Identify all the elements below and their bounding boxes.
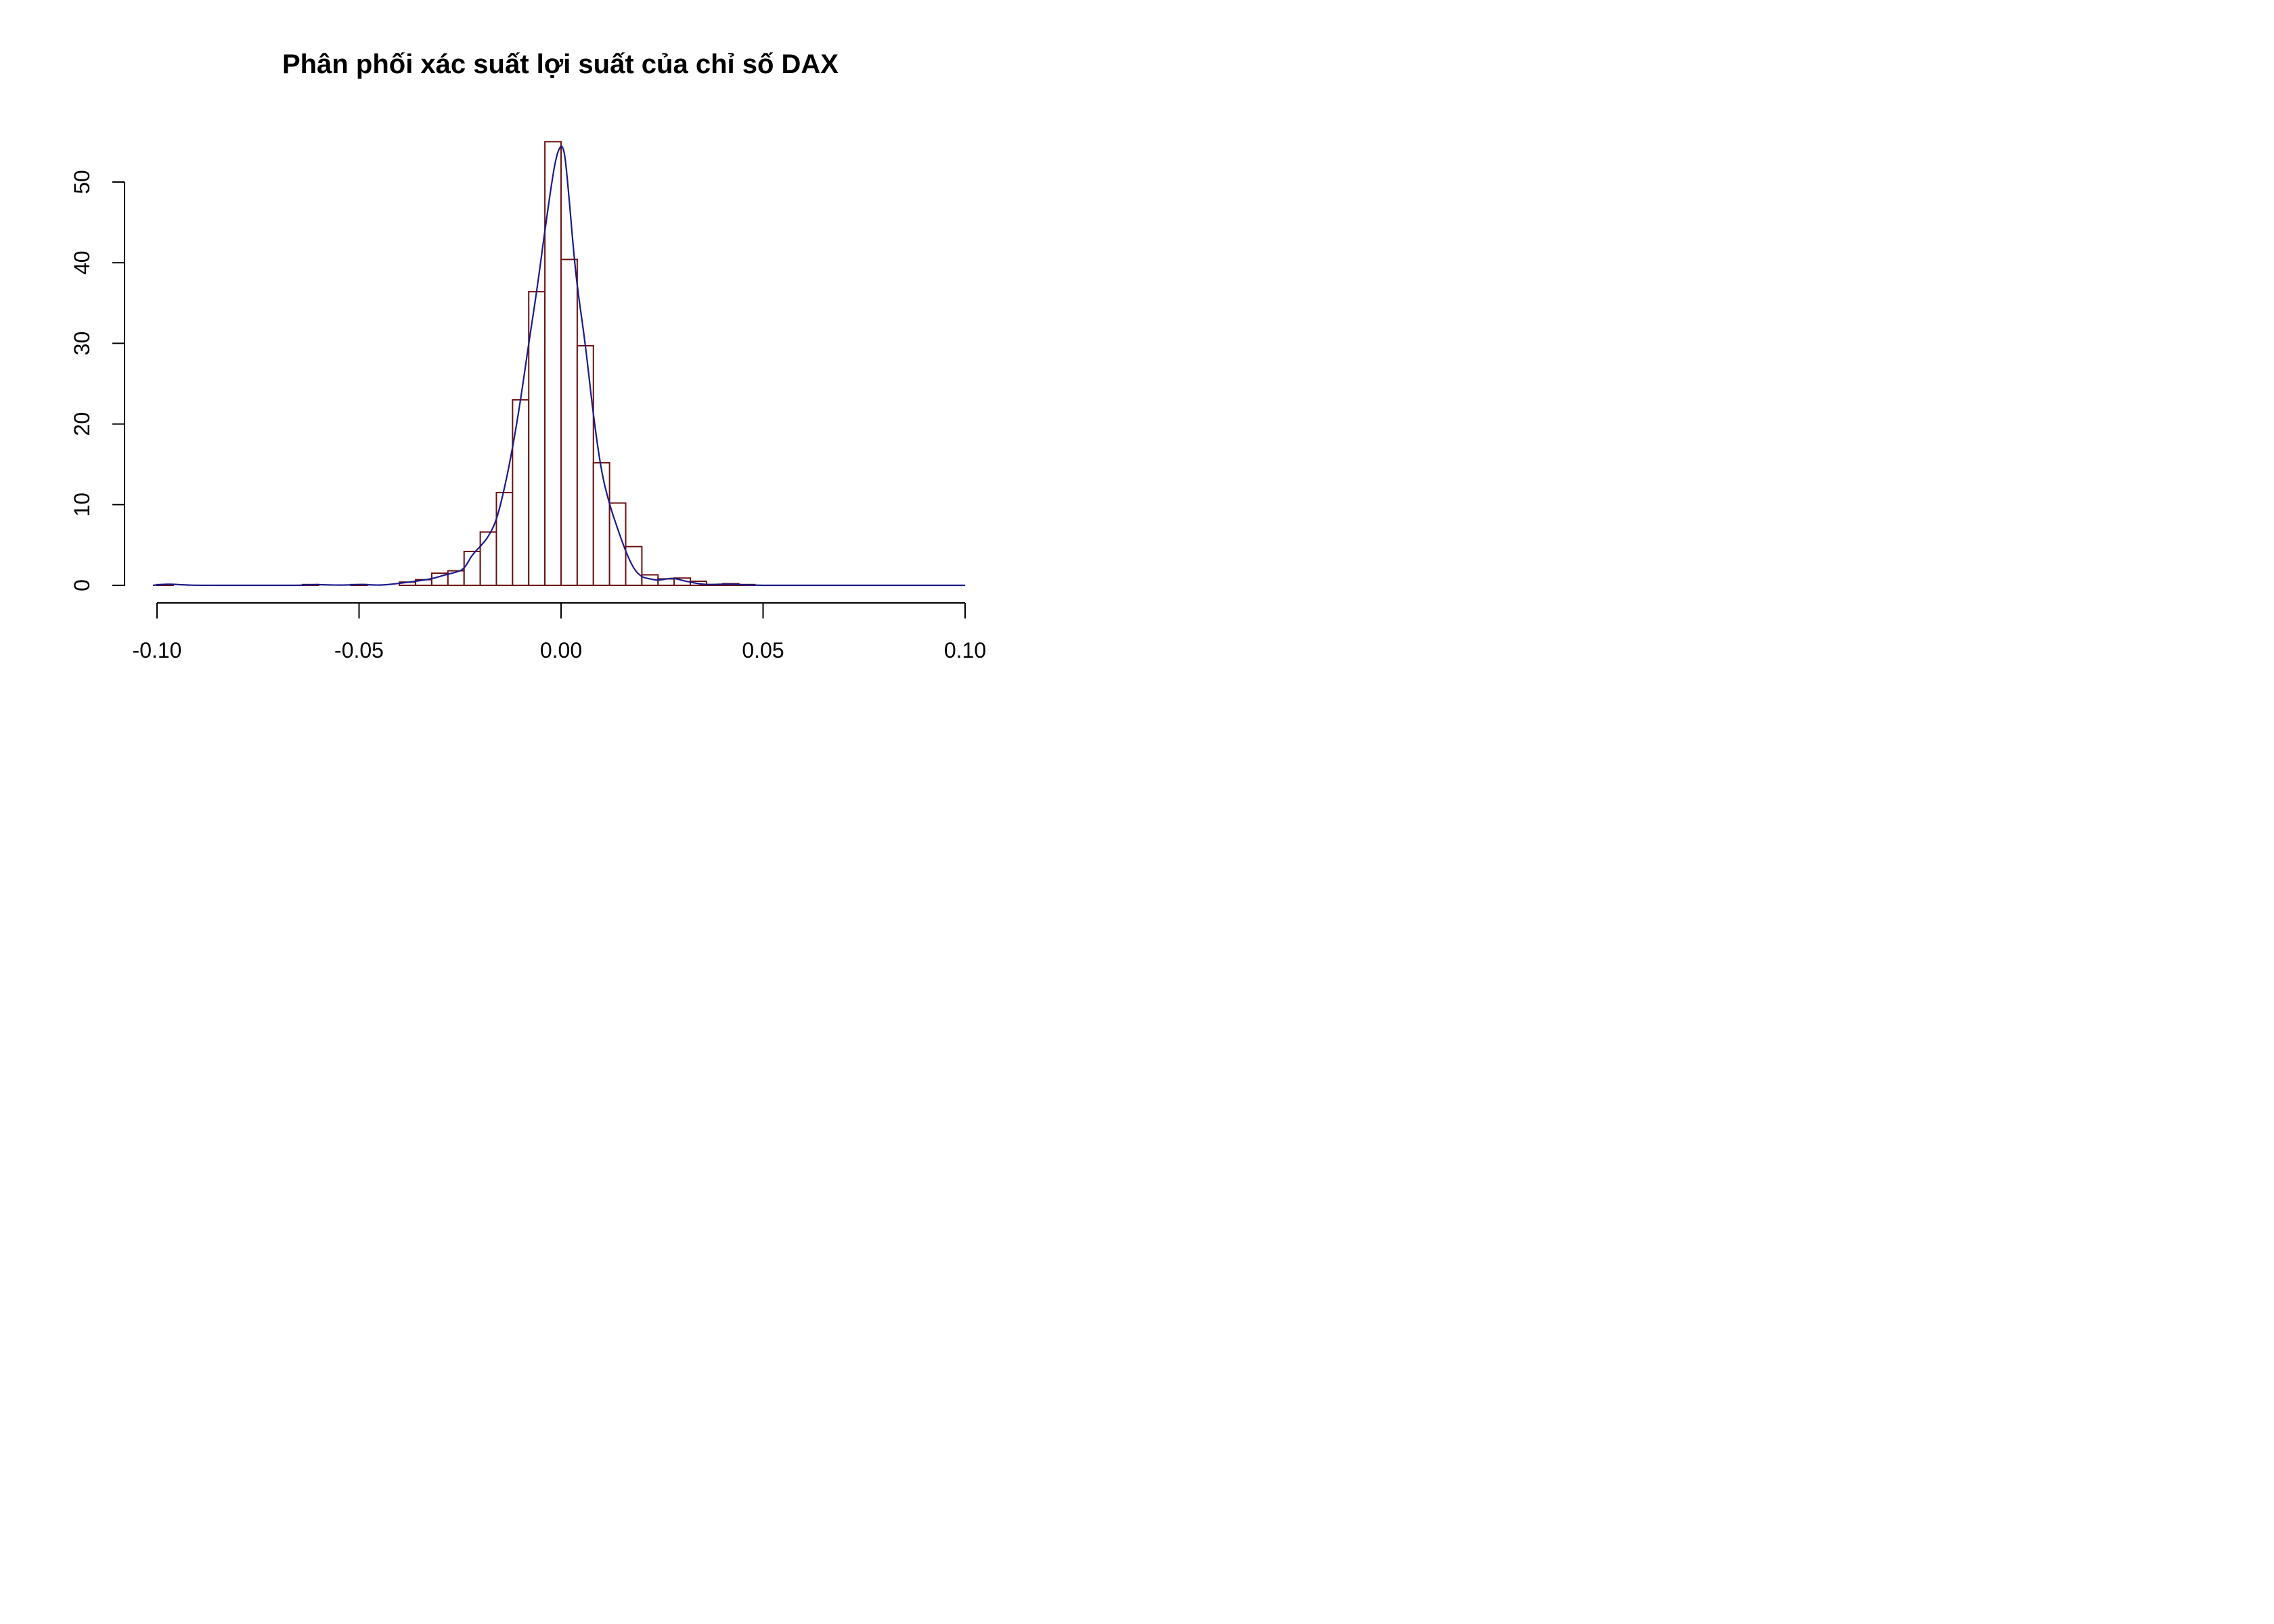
histogram-bar bbox=[592, 461, 610, 586]
histogram-bar bbox=[512, 399, 530, 587]
x-tick-label: 0.00 bbox=[540, 638, 582, 662]
histogram-bar bbox=[528, 291, 546, 586]
y-tick-label: 10 bbox=[70, 493, 94, 517]
y-tick-label: 0 bbox=[70, 579, 94, 591]
histogram-bar bbox=[479, 531, 497, 587]
y-tick-label: 50 bbox=[70, 170, 94, 194]
density-curve bbox=[152, 145, 965, 587]
histogram-bar bbox=[560, 258, 578, 586]
x-tick-label: -0.10 bbox=[133, 638, 182, 662]
histogram-bar bbox=[576, 344, 594, 586]
y-tick-label: 30 bbox=[70, 332, 94, 356]
histogram-bar bbox=[625, 545, 643, 587]
y-axis: 0 10 20 30 40 50 bbox=[70, 170, 125, 591]
chart-title: Phân phối xác suất lợi suất của chỉ số D… bbox=[282, 49, 839, 79]
x-tick-label: 0.05 bbox=[742, 638, 784, 662]
histogram-bar bbox=[608, 502, 627, 586]
x-axis: -0.10 -0.05 0.00 0.05 0.10 bbox=[133, 602, 986, 662]
x-tick-label: -0.05 bbox=[334, 638, 384, 662]
histogram-bar bbox=[495, 491, 514, 586]
histogram-chart: Phân phối xác suất lợi suất của chỉ số D… bbox=[70, 49, 986, 662]
histogram-bar bbox=[544, 141, 562, 586]
y-tick-label: 40 bbox=[70, 250, 94, 275]
x-tick-label: 0.10 bbox=[944, 638, 986, 662]
y-tick-label: 20 bbox=[70, 412, 94, 436]
histogram-bars bbox=[156, 141, 756, 587]
